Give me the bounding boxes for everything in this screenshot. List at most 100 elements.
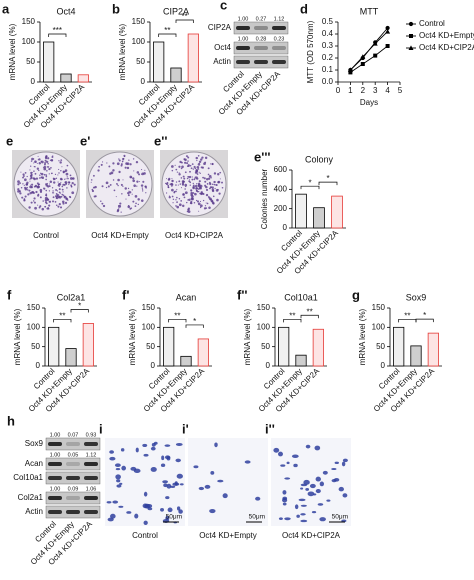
bar xyxy=(197,338,209,367)
cell xyxy=(282,496,288,501)
colony xyxy=(176,201,178,204)
colony xyxy=(171,183,174,186)
colony xyxy=(198,210,200,212)
colony xyxy=(189,181,192,184)
colony xyxy=(183,177,186,180)
colony xyxy=(34,160,37,164)
colony xyxy=(97,169,100,172)
colony xyxy=(65,172,69,176)
colony xyxy=(205,178,209,181)
cell xyxy=(143,520,148,525)
significance-label: ** xyxy=(404,311,410,320)
colony xyxy=(203,207,207,210)
colony xyxy=(66,164,69,167)
y-tick-label: 150 xyxy=(27,303,41,312)
cell xyxy=(161,455,165,461)
caption: Oct4 KD+CIP2A xyxy=(165,231,224,240)
colony xyxy=(199,206,202,209)
colony xyxy=(131,193,133,195)
marker xyxy=(360,62,365,66)
marker xyxy=(408,21,414,27)
colony xyxy=(62,191,64,193)
colony xyxy=(94,185,97,189)
colony xyxy=(39,196,42,199)
colony xyxy=(179,160,182,164)
cell xyxy=(204,484,211,489)
cell xyxy=(109,450,114,454)
colony xyxy=(67,177,69,180)
colony xyxy=(47,185,50,188)
colony xyxy=(124,166,127,169)
blot-background xyxy=(45,457,101,471)
colony xyxy=(213,180,216,184)
colony xyxy=(113,189,116,192)
colony xyxy=(118,158,120,160)
colony xyxy=(145,187,147,189)
legend-label: Oct4 KD+Empty xyxy=(419,31,474,40)
y-tick-label: 150 xyxy=(257,303,271,312)
colony xyxy=(203,177,206,180)
cell xyxy=(305,444,311,449)
colony xyxy=(197,182,201,186)
colony xyxy=(19,190,21,192)
colony xyxy=(197,188,200,190)
colony xyxy=(178,173,181,176)
significance-label: ** xyxy=(59,311,65,320)
chart-title: Col10a1 xyxy=(284,292,318,302)
colony xyxy=(34,206,37,210)
bar xyxy=(163,326,175,367)
colony xyxy=(101,185,104,188)
colony xyxy=(22,176,25,179)
cell xyxy=(326,499,331,502)
colony xyxy=(45,194,47,197)
colony xyxy=(51,156,54,159)
significance-label: ** xyxy=(289,311,295,320)
band xyxy=(254,26,268,30)
colony xyxy=(116,209,119,213)
colony xyxy=(41,160,44,164)
quantification: 0.07 xyxy=(68,432,79,438)
colony xyxy=(17,188,20,191)
quantification: 1.00 xyxy=(238,36,249,42)
colony xyxy=(20,187,23,189)
colony xyxy=(183,158,186,161)
colony xyxy=(194,177,196,179)
colony xyxy=(180,200,182,202)
cell xyxy=(126,511,132,514)
quantification: 0.09 xyxy=(68,486,79,492)
y-tick-label: 0 xyxy=(151,361,156,370)
panel-label: i' xyxy=(182,421,189,436)
colony xyxy=(167,186,170,189)
colony xyxy=(178,197,181,200)
colony xyxy=(167,178,171,181)
bar xyxy=(312,328,324,367)
colony xyxy=(59,161,62,164)
colony xyxy=(195,187,198,190)
colony xyxy=(47,198,49,201)
panel-label: f' xyxy=(122,287,129,302)
colony xyxy=(200,166,203,169)
colony xyxy=(218,192,221,195)
colony xyxy=(217,181,220,184)
colony xyxy=(117,184,119,187)
cell xyxy=(210,470,215,475)
colony xyxy=(199,204,203,208)
cell xyxy=(317,503,324,506)
significance-label: * xyxy=(193,317,196,326)
colony xyxy=(39,174,41,176)
cell xyxy=(150,446,156,451)
y-tick-label: 100 xyxy=(372,322,386,331)
y-tick-label: 0 xyxy=(31,77,36,86)
cell xyxy=(114,463,121,468)
colony xyxy=(58,185,60,187)
colony xyxy=(129,207,132,210)
colony xyxy=(204,205,207,207)
colony xyxy=(179,183,182,185)
colony xyxy=(100,200,102,203)
significance-label: *** xyxy=(53,26,62,35)
cell xyxy=(300,504,307,507)
colony xyxy=(62,170,65,173)
colony xyxy=(29,174,33,178)
colony xyxy=(178,165,181,168)
colony xyxy=(43,167,47,171)
